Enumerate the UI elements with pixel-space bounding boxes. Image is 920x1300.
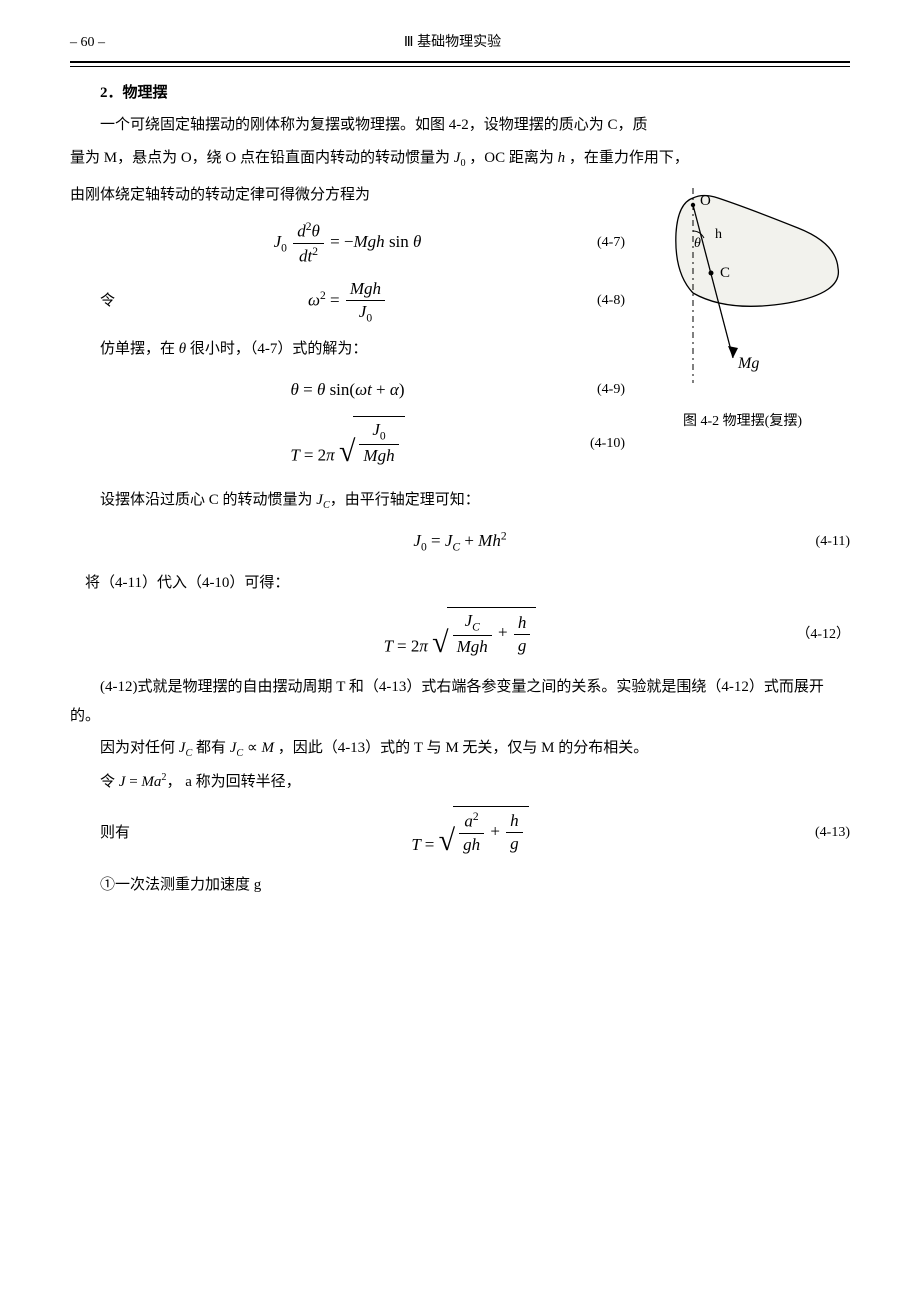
para-7: 令 J = Ma2， a 称为回转半径， <box>70 768 850 797</box>
equation-4-11: J0 = JC + Mh2 (4-11) <box>70 525 850 558</box>
running-header: – 60 – Ⅲ 基础物理实验 <box>70 30 850 61</box>
para-1b: 量为 M，悬点为 O，绕 O 点在铅直面内转动的转动惯量为 J0 ，OC 距离为… <box>70 144 850 173</box>
equation-4-7: J0 d2θdt2 = −Mgh sin θ (4-7) <box>70 219 625 268</box>
label-O: O <box>700 193 711 209</box>
para-9: ①一次法测重力加速度 g <box>70 871 850 900</box>
para-2: 仿单摆，在 θ 很小时，（4-7）式的解为： <box>70 335 625 364</box>
equation-4-9: θ = θ sin(ωt + α) (4-9) <box>70 374 625 406</box>
page-number: – 60 – <box>70 30 105 57</box>
running-title: Ⅲ 基础物理实验 <box>404 30 501 57</box>
label-theta: θ <box>694 236 701 251</box>
pendulum-diagram: O C θ h Mg <box>638 183 848 393</box>
equation-4-10: T = 2π √ J0Mgh (4-10) <box>70 416 625 472</box>
equation-4-13: 则有 T = √ a2gh + hg (4-13) <box>70 806 850 861</box>
para-6: 因为对任何 JC 都有 JC ∝ M ，因此（4-13）式的 T 与 M 无关，… <box>70 734 850 763</box>
equation-4-12: T = 2π √ JCMgh + hg （4-12） <box>70 607 850 663</box>
header-rule <box>70 61 850 67</box>
figure-caption: 图 4-2 物理摆(复摆) <box>635 409 850 436</box>
label-Mg: Mg <box>737 355 759 372</box>
para-4: 将（4-11）代入（4-10）可得： <box>70 569 850 598</box>
para-5: (4-12)式就是物理摆的自由摆动周期 T 和（4-13）式右端各参变量之间的关… <box>70 673 850 730</box>
para-1a: 一个可绕固定轴摆动的刚体称为复摆或物理摆。如图 4-2，设物理摆的质心为 C，质 <box>70 111 850 140</box>
section-heading: 2．物理摆 <box>70 79 850 108</box>
page: – 60 – Ⅲ 基础物理实验 2．物理摆 一个可绕固定轴摆动的刚体称为复摆或物… <box>0 0 920 944</box>
para-3: 设摆体沿过质心 C 的转动惯量为 JC，由平行轴定理可知： <box>70 486 850 515</box>
label-C: C <box>720 265 730 281</box>
para-1c: 由刚体绕定轴转动的转动定律可得微分方程为 <box>70 181 625 210</box>
figure-4-2: O C θ h Mg 图 4-2 物理摆(复摆) <box>635 183 850 436</box>
label-h: h <box>715 227 722 242</box>
equation-4-8: 令 ω2 = MghJ0 (4-8) <box>70 278 625 326</box>
